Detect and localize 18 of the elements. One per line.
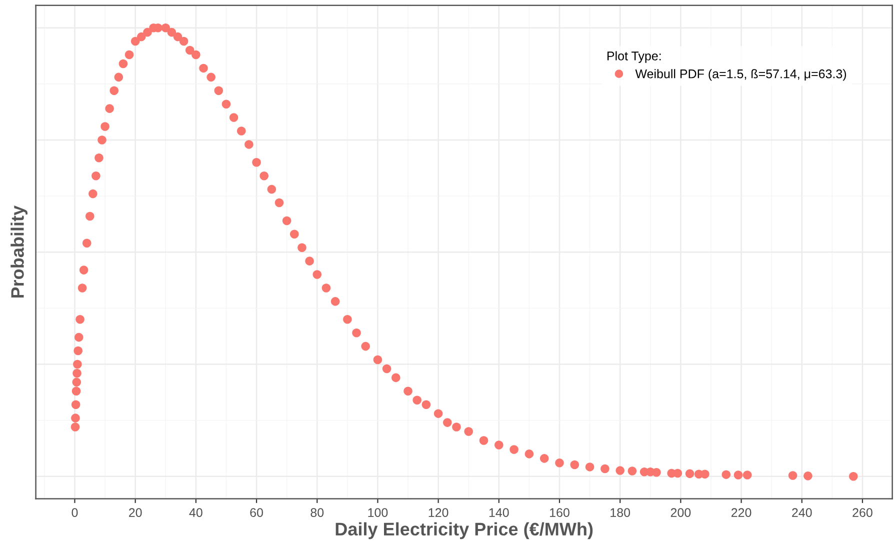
x-tick-label: 200 xyxy=(670,508,691,518)
x-tick-label: 100 xyxy=(368,508,388,518)
x-tick-label: 180 xyxy=(610,508,630,518)
y-axis-title: Probability xyxy=(10,206,28,298)
x-axis-title: Daily Electricity Price (€/MWh) xyxy=(336,522,593,540)
x-tick-label: 40 xyxy=(189,508,202,518)
x-tick-label: 80 xyxy=(310,508,324,518)
legend-title: Plot Type: xyxy=(607,51,661,63)
x-tick-label: 240 xyxy=(792,508,812,518)
x-tick-label: 140 xyxy=(489,508,509,518)
x-tick-label: 260 xyxy=(852,508,872,518)
legend-label: Weibull PDF (a=1.5, ß=57.14, μ=63.3) xyxy=(635,69,846,81)
x-tick-label: 220 xyxy=(731,508,752,518)
x-tick-label: 20 xyxy=(129,508,142,518)
x-tick-label: 60 xyxy=(250,508,263,518)
x-tick-label: 160 xyxy=(550,508,570,518)
x-tick-label: 120 xyxy=(428,508,448,518)
x-tick-label: 0 xyxy=(72,508,78,518)
